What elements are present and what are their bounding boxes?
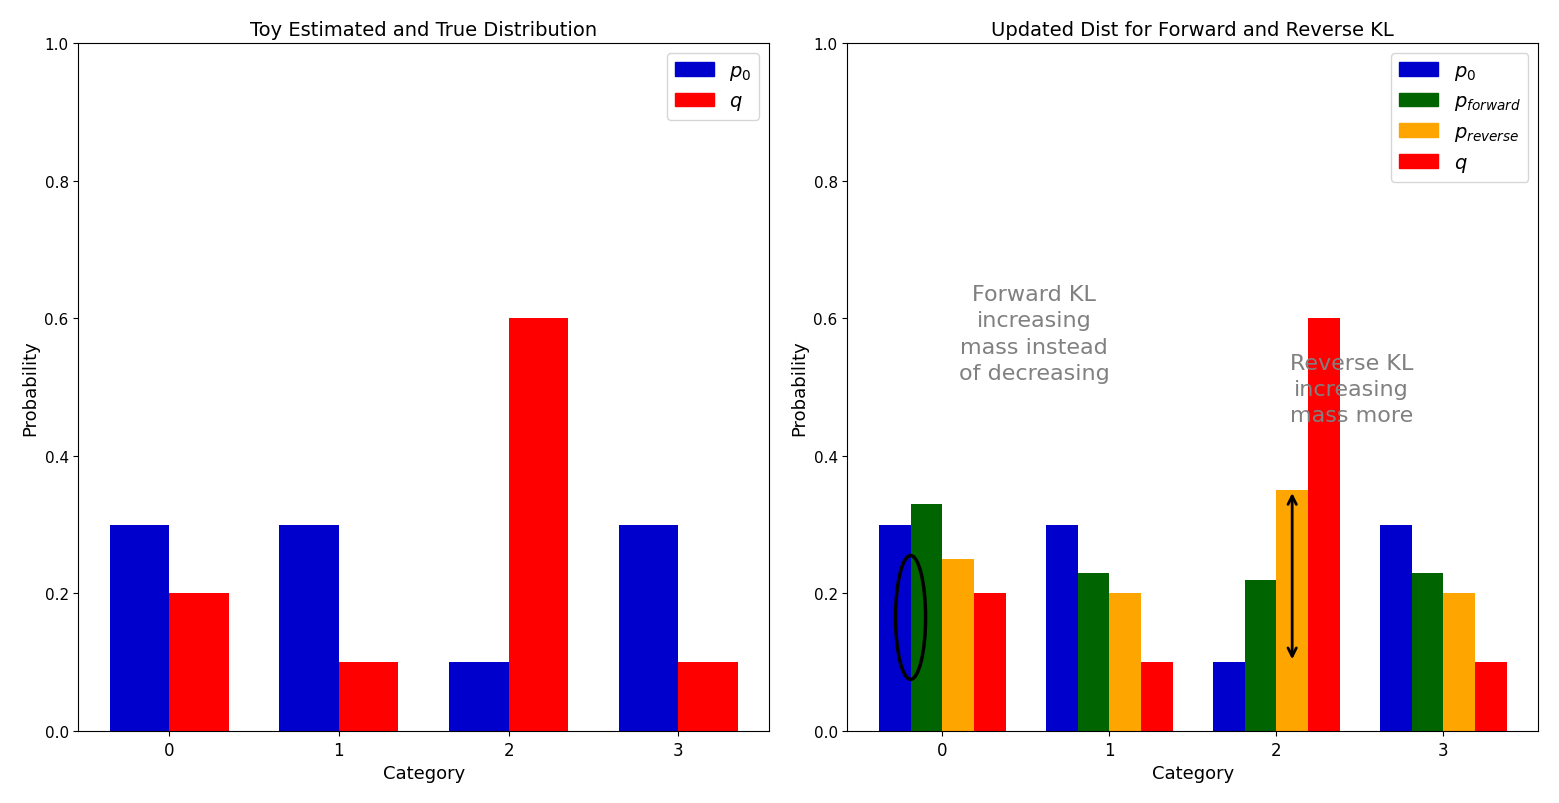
Bar — [508, 319, 567, 731]
Bar — [974, 593, 1006, 731]
Bar — [1411, 573, 1444, 731]
Bar — [879, 525, 910, 731]
Bar — [1213, 662, 1244, 731]
Bar — [1380, 525, 1411, 731]
Bar — [1244, 580, 1277, 731]
X-axis label: Category: Category — [382, 764, 465, 782]
Bar — [279, 525, 338, 731]
Bar — [1475, 662, 1506, 731]
Bar — [449, 662, 508, 731]
Bar — [1141, 662, 1172, 731]
Bar — [1077, 573, 1110, 731]
Text: Reverse KL
increasing
mass more: Reverse KL increasing mass more — [1289, 353, 1412, 426]
Y-axis label: Probability: Probability — [790, 340, 808, 435]
Title: Updated Dist for Forward and Reverse KL: Updated Dist for Forward and Reverse KL — [992, 21, 1394, 40]
Bar — [619, 525, 678, 731]
Bar — [109, 525, 170, 731]
X-axis label: Category: Category — [1152, 764, 1233, 782]
Bar — [942, 559, 974, 731]
Bar — [1308, 319, 1339, 731]
Bar — [1046, 525, 1077, 731]
Bar — [1110, 593, 1141, 731]
Y-axis label: Probability: Probability — [20, 340, 39, 435]
Bar — [910, 504, 942, 731]
Bar — [170, 593, 229, 731]
Bar — [1444, 593, 1475, 731]
Text: Forward KL
increasing
mass instead
of decreasing: Forward KL increasing mass instead of de… — [959, 284, 1110, 384]
Bar — [338, 662, 398, 731]
Bar — [678, 662, 737, 731]
Legend: $p_0$, $p_{forward}$, $p_{reverse}$, $q$: $p_0$, $p_{forward}$, $p_{reverse}$, $q$ — [1391, 54, 1528, 182]
Bar — [1277, 491, 1308, 731]
Legend: $p_0$, $q$: $p_0$, $q$ — [667, 54, 759, 121]
Title: Toy Estimated and True Distribution: Toy Estimated and True Distribution — [249, 21, 597, 40]
